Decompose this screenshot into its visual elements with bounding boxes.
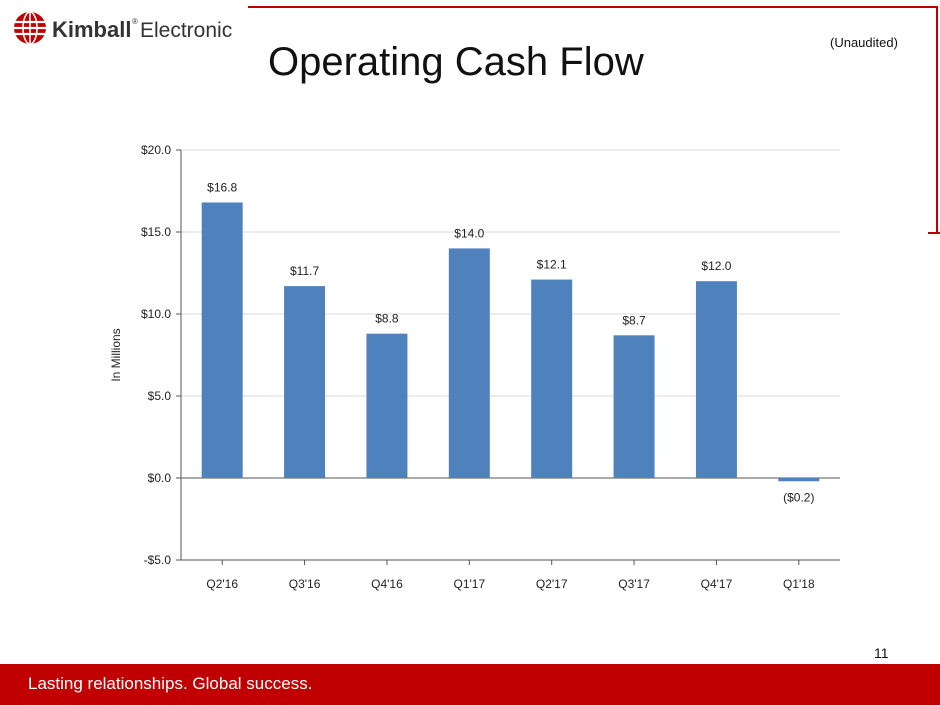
- x-tick-label: Q4'17: [701, 577, 733, 591]
- brand-name-bold: Kimball: [52, 17, 131, 42]
- brand-name-light: Electronics: [140, 19, 232, 42]
- y-tick-label: -$5.0: [144, 553, 172, 567]
- x-tick-label: Q1'17: [453, 577, 485, 591]
- title-frame: [248, 6, 938, 232]
- data-label: $11.7: [290, 264, 319, 278]
- footer-band: Lasting relationships. Global success.: [0, 664, 940, 705]
- data-label: $12.1: [537, 258, 567, 272]
- bar-q317: [613, 335, 655, 478]
- title-frame-tick: [928, 232, 940, 234]
- bar-q416: [366, 333, 408, 478]
- y-axis-label: In Millions: [109, 328, 123, 381]
- bar-q117: [448, 248, 490, 478]
- bars: [201, 202, 820, 482]
- x-tick-label: Q1'18: [783, 577, 815, 591]
- kimball-electronics-logo: Kimball ® Electronics: [14, 11, 232, 45]
- page-number: 11: [874, 645, 889, 661]
- x-tick-label: Q2'16: [206, 577, 238, 591]
- data-label: $16.8: [207, 180, 237, 194]
- bar-q217: [531, 279, 573, 478]
- x-tick-label: Q3'16: [289, 577, 321, 591]
- x-tick-label: Q2'17: [536, 577, 568, 591]
- data-label: $12.0: [701, 259, 731, 273]
- data-label: ($0.2): [783, 490, 814, 504]
- unaudited-note: (Unaudited): [830, 35, 898, 50]
- tagline: Lasting relationships. Global success.: [28, 674, 313, 693]
- x-tick-label: Q3'17: [618, 577, 650, 591]
- data-label: $8.7: [622, 313, 646, 327]
- y-tick-label: $15.0: [141, 225, 171, 239]
- page-title: Operating Cash Flow: [268, 40, 644, 84]
- data-labels: $16.8 $11.7 $8.8 $14.0 $12.1 $8.7 $12.0 ($0.2): [207, 180, 814, 504]
- bar-q316: [284, 286, 326, 478]
- bar-q417: [695, 281, 737, 478]
- bar-q118: [778, 478, 820, 482]
- y-tick-label: $5.0: [148, 389, 172, 403]
- data-label: $14.0: [454, 226, 484, 240]
- kimball-globe-icon: [14, 11, 46, 45]
- bar-q216: [201, 202, 243, 479]
- trademark-mark: ®: [132, 17, 138, 26]
- operating-cash-flow-chart: -$5.0 $0.0 $5.0 $10.0 $15.0 $20.0 Q2'16 Q3'16 Q4…: [109, 143, 840, 591]
- gridlines: [181, 149, 840, 561]
- data-label: $8.8: [375, 312, 399, 326]
- y-tick-label: $0.0: [148, 471, 172, 485]
- y-tick-label: $10.0: [141, 307, 171, 321]
- x-tick-label: Q4'16: [371, 577, 403, 591]
- y-tick-label: $20.0: [141, 143, 171, 157]
